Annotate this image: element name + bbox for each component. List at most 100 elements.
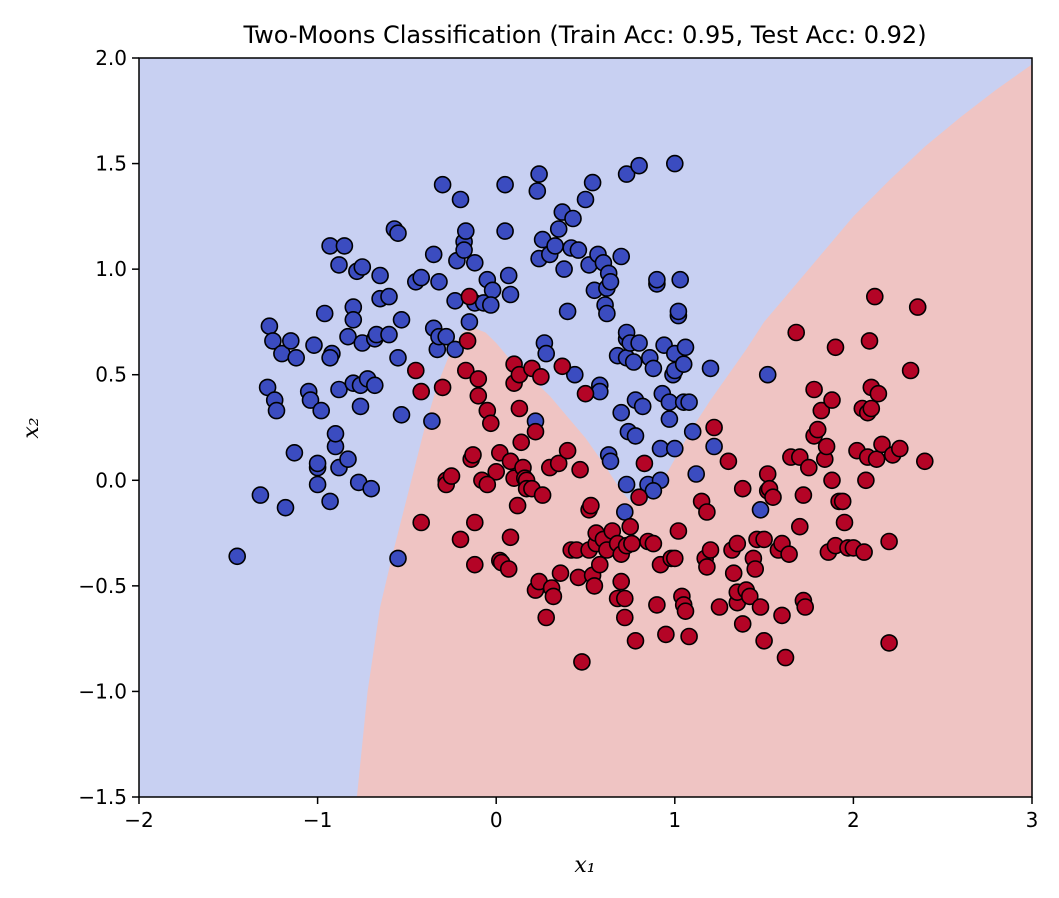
class-0-point: [683, 422, 702, 441]
class-0-point: [558, 302, 577, 321]
class-1-point: [755, 631, 773, 650]
class-1-point: [698, 503, 716, 521]
class-0-point: [555, 260, 573, 278]
class-0-point: [481, 296, 500, 314]
class-1-point: [501, 528, 520, 547]
y-tick-label: 0.5: [95, 363, 127, 387]
class-0-point: [565, 365, 584, 384]
class-0-point: [430, 272, 448, 291]
y-tick-label: −1.5: [78, 785, 127, 809]
y-tick-label: 2.0: [95, 46, 127, 70]
class-1-point: [869, 384, 888, 403]
class-0-point: [437, 327, 456, 346]
class-1-point: [835, 513, 854, 532]
class-1-point: [669, 522, 688, 540]
class-1-point: [510, 399, 529, 418]
class-1-point: [755, 530, 773, 549]
class-0-point: [644, 481, 663, 500]
class-0-point: [315, 304, 334, 323]
class-1-point: [724, 564, 743, 583]
class-1-point: [499, 560, 518, 578]
class-1-point: [746, 560, 765, 578]
class-1-point: [908, 298, 927, 316]
class-0-point: [601, 272, 620, 291]
class-0-point: [530, 165, 548, 183]
class-0-point: [549, 220, 568, 238]
class-0-point: [433, 175, 452, 194]
class-0-point: [353, 258, 372, 276]
y-tick-label: −1.0: [78, 679, 127, 703]
class-1-point: [626, 631, 645, 650]
class-0-point: [392, 405, 411, 424]
class-1-point: [890, 439, 909, 458]
decision-regions: [139, 58, 1032, 797]
class-1-point: [758, 465, 777, 483]
class-1-point: [558, 441, 577, 460]
class-1-point: [862, 399, 881, 418]
class-1-point: [867, 450, 886, 469]
class-1-point: [469, 370, 488, 388]
class-1-point: [553, 357, 572, 376]
class-1-point: [790, 517, 809, 536]
class-0-point: [669, 302, 688, 321]
class-0-point: [528, 182, 547, 200]
class-0-point: [671, 270, 690, 289]
class-0-point: [537, 344, 556, 363]
class-1-point: [487, 462, 506, 481]
class-0-point: [648, 270, 666, 289]
plot-frame: [138, 57, 1033, 798]
class-1-point: [458, 332, 477, 350]
class-1-point: [676, 602, 695, 621]
class-1-point: [799, 458, 818, 477]
class-0-point: [308, 454, 327, 473]
class-0-point: [365, 376, 384, 395]
class-0-point: [424, 245, 443, 264]
class-1-point: [698, 558, 716, 576]
class-1-point: [719, 452, 738, 471]
class-0-point: [392, 310, 411, 329]
class-0-point: [330, 380, 348, 399]
class-1-point: [855, 543, 873, 561]
class-1-point: [406, 361, 425, 380]
class-1-point: [733, 479, 752, 498]
class-1-point: [460, 287, 479, 306]
class-1-point: [787, 323, 806, 342]
class-1-point: [873, 435, 891, 454]
class-1-point: [733, 615, 752, 633]
class-0-point: [351, 397, 370, 416]
class-1-point: [680, 627, 698, 646]
class-0-point: [389, 549, 407, 568]
class-0-point: [501, 285, 520, 304]
class-1-point: [860, 332, 879, 350]
x-tick-label: 2: [847, 808, 860, 832]
class-0-point: [389, 224, 407, 242]
class-1-point: [442, 467, 461, 485]
class-1-point: [532, 367, 550, 386]
class-0-point: [687, 465, 706, 483]
class-0-point: [499, 266, 518, 285]
class-0-point: [389, 348, 407, 367]
y-tick-label: 0.0: [95, 468, 127, 492]
class-0-point: [680, 393, 698, 412]
class-0-point: [615, 503, 634, 521]
class-1-point: [901, 361, 920, 380]
class-0-point: [460, 313, 479, 331]
class-1-point: [571, 460, 589, 479]
class-0-point: [344, 310, 363, 329]
x-axis-label: x₁: [574, 853, 595, 878]
class-0-point: [321, 348, 339, 367]
y-tick-label: −0.5: [78, 574, 127, 598]
class-0-point: [455, 241, 473, 259]
class-0-point: [612, 247, 631, 266]
class-0-point: [674, 355, 693, 374]
class-1-point: [412, 382, 431, 401]
class-0-point: [617, 165, 636, 183]
class-0-point: [260, 317, 279, 336]
class-1-point: [451, 530, 470, 549]
class-0-point: [465, 253, 484, 272]
class-0-point: [705, 437, 723, 456]
class-0-point: [308, 475, 327, 494]
class-0-point: [267, 401, 286, 420]
class-1-point: [508, 496, 527, 515]
class-1-point: [533, 486, 552, 504]
